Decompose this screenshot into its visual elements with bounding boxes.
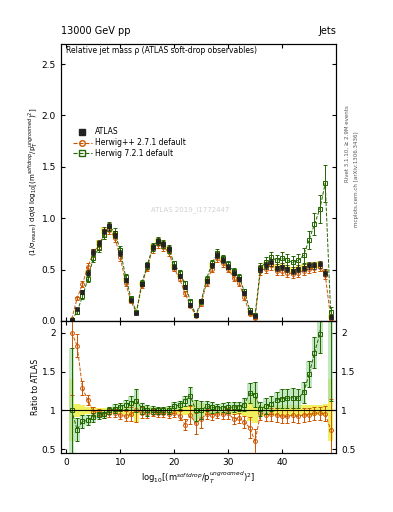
Legend: ATLAS, Herwig++ 2.7.1 default, Herwig 7.2.1 default: ATLAS, Herwig++ 2.7.1 default, Herwig 7.… — [70, 125, 188, 160]
Y-axis label: Ratio to ATLAS: Ratio to ATLAS — [31, 359, 40, 415]
Text: Rivet 3.1.10, ≥ 2.9M events: Rivet 3.1.10, ≥ 2.9M events — [345, 105, 350, 182]
Text: Jets: Jets — [318, 26, 336, 36]
Text: ATLAS 2019_I1772447: ATLAS 2019_I1772447 — [151, 207, 230, 214]
Y-axis label: (1/σ$_{resum}$) dσ/d log$_{10}$[(m$^{soft drop}$/p$_T^{ungroomed}$)$^2$]: (1/σ$_{resum}$) dσ/d log$_{10}$[(m$^{sof… — [27, 108, 40, 257]
X-axis label: log$_{10}$[(m$^{soft drop}$/p$_T^{ungroomed}$)$^2$]: log$_{10}$[(m$^{soft drop}$/p$_T^{ungroo… — [141, 470, 255, 486]
Text: Relative jet mass ρ (ATLAS soft-drop observables): Relative jet mass ρ (ATLAS soft-drop obs… — [66, 46, 257, 55]
Text: 13000 GeV pp: 13000 GeV pp — [61, 26, 130, 36]
Text: mcplots.cern.ch [arXiv:1306.3436]: mcplots.cern.ch [arXiv:1306.3436] — [354, 132, 359, 227]
